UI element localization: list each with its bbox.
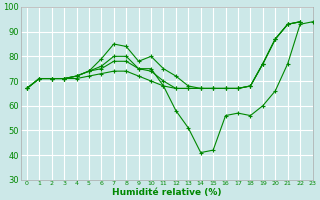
X-axis label: Humidité relative (%): Humidité relative (%): [112, 188, 221, 197]
